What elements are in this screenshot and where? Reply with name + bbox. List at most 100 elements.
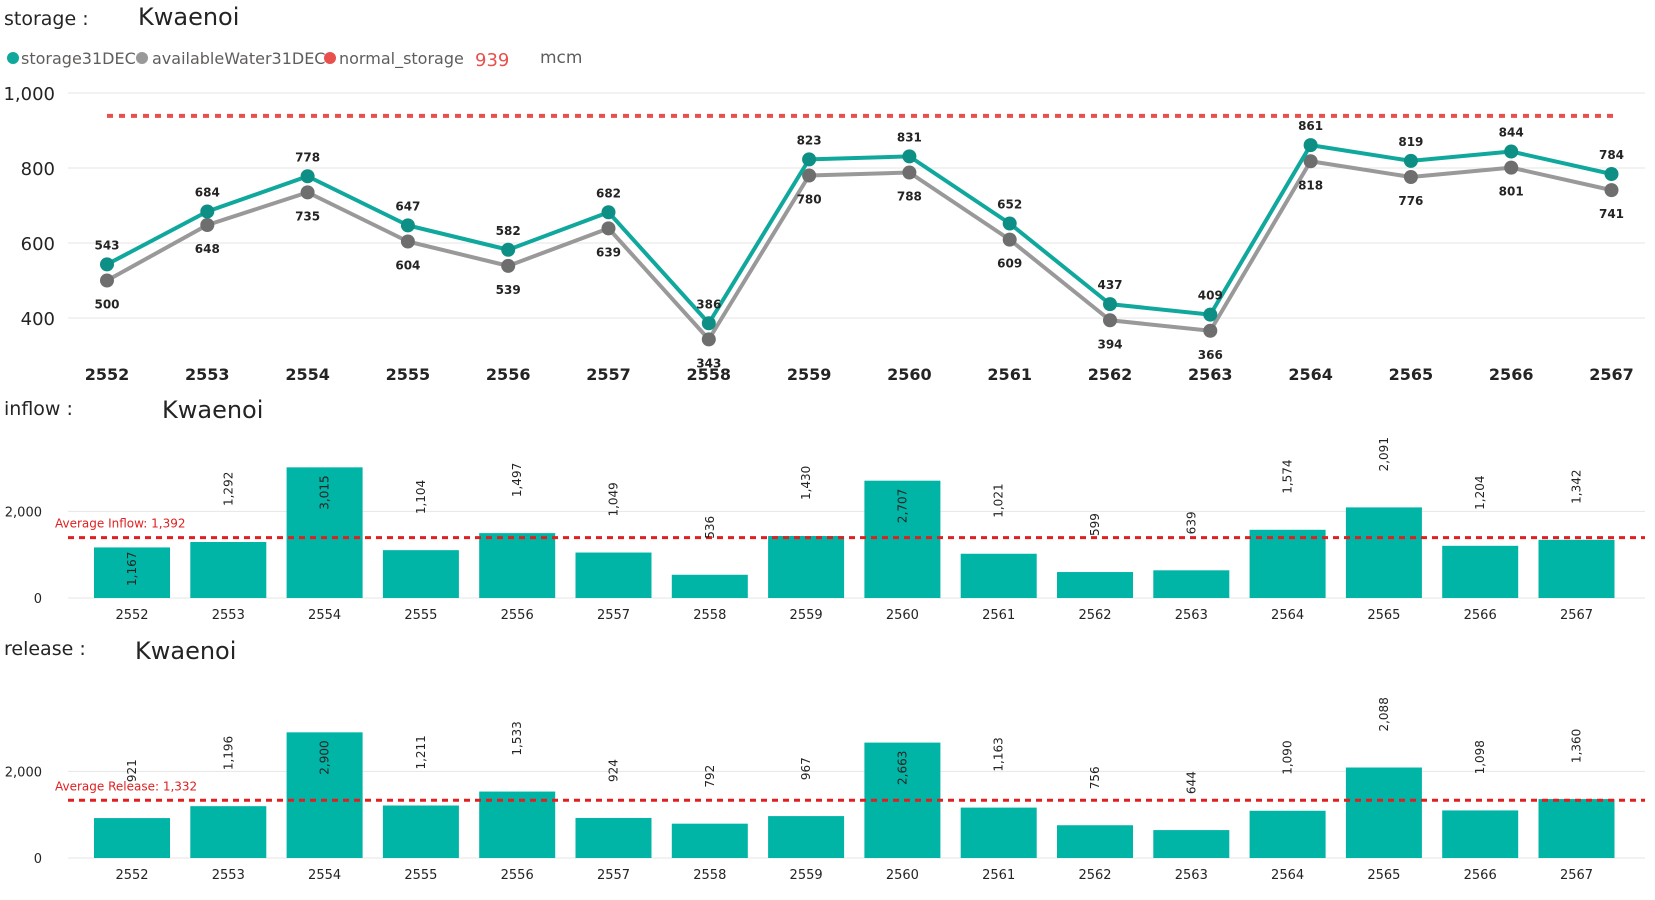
- release-data-label: 2,663: [895, 751, 909, 785]
- available-data-label: 639: [596, 245, 621, 259]
- release-x-tick: 2559: [790, 868, 823, 883]
- storage-point: [902, 149, 917, 164]
- inflow-data-label: 1,021: [992, 483, 1006, 517]
- storage-data-label: 684: [195, 186, 220, 200]
- storage-x-tick: 2553: [185, 365, 230, 384]
- available-point: [100, 273, 114, 288]
- release-x-tick: 2567: [1560, 868, 1593, 883]
- release-bar: [1442, 810, 1519, 858]
- storage-data-label: 647: [395, 199, 420, 213]
- storage-point: [1203, 307, 1218, 322]
- release-data-label: 792: [703, 765, 717, 788]
- inflow-x-tick: 2563: [1175, 608, 1208, 623]
- available-data-label: 780: [797, 193, 822, 207]
- storage-point: [1002, 216, 1017, 231]
- storage-point: [100, 257, 114, 272]
- storage-point: [1604, 167, 1619, 181]
- inflow-x-tick: 2562: [1078, 608, 1111, 623]
- inflow-x-tick: 2560: [886, 608, 919, 623]
- release-bar: [1249, 810, 1326, 858]
- inflow-x-tick: 2564: [1271, 608, 1304, 623]
- storage-x-tick: 2556: [486, 365, 531, 384]
- available-data-label: 801: [1499, 185, 1524, 199]
- release-x-tick: 2552: [115, 868, 148, 883]
- available-point: [1203, 323, 1218, 338]
- storage-data-label: 682: [596, 186, 621, 200]
- available-data-label: 788: [897, 190, 922, 204]
- inflow-bar: [768, 536, 845, 598]
- storage-x-tick: 2560: [887, 365, 932, 384]
- release-bar: [190, 806, 267, 858]
- normal-storage-value: 939: [475, 50, 509, 71]
- available-line: [106, 159, 1612, 342]
- legend-marker-available: [136, 52, 148, 64]
- storage-x-tick: 2563: [1188, 365, 1233, 384]
- storage-x-tick: 2558: [687, 365, 732, 384]
- inflow-data-label: 2,707: [895, 489, 909, 523]
- release-bar: [1538, 799, 1615, 858]
- release-x-tick: 2553: [212, 868, 245, 883]
- release-average-label: Average Release: 1,332: [55, 779, 197, 793]
- release-bar: [382, 805, 459, 858]
- inflow-x-tick: 2561: [982, 608, 1015, 623]
- inflow-bar: [1538, 539, 1615, 598]
- storage-point: [601, 205, 616, 220]
- storage-panel-name: Kwaenoi: [138, 3, 239, 31]
- inflow-bar-chart: 0 2,000 Average Inflow: 1,392 1,167 1,292 3,0…: [5, 437, 1645, 623]
- inflow-panel-label: inflow :: [4, 398, 73, 420]
- inflow-bar: [671, 574, 748, 598]
- available-point: [601, 221, 616, 236]
- release-y-tick: 2,000: [5, 765, 42, 780]
- storage-data-label: 819: [1398, 135, 1423, 149]
- inflow-bar: [1057, 572, 1133, 598]
- inflow-data-label: 2,091: [1377, 437, 1391, 471]
- inflow-x-tick: 2552: [115, 608, 148, 623]
- storage-panel-label: storage :: [4, 8, 89, 30]
- inflow-bar: [382, 550, 459, 598]
- inflow-bar: [575, 552, 652, 598]
- storage-data-label: 582: [496, 224, 521, 238]
- release-x-tick: 2566: [1464, 868, 1497, 883]
- inflow-data-label: 1,167: [125, 552, 139, 586]
- storage-line: [106, 143, 1612, 326]
- release-panel-label: release :: [4, 638, 86, 660]
- available-point: [300, 185, 315, 200]
- inflow-bar: [479, 533, 556, 598]
- available-point: [1002, 232, 1017, 247]
- release-y-tick: 0: [34, 852, 42, 867]
- inflow-x-tick: 2567: [1560, 608, 1593, 623]
- release-data-label: 2,900: [318, 740, 332, 774]
- available-data-label: 366: [1198, 348, 1223, 362]
- available-point: [701, 332, 716, 347]
- storage-point: [300, 169, 315, 184]
- available-data-label: 539: [496, 283, 521, 297]
- storage-x-tick: 2557: [586, 365, 631, 384]
- release-x-tick: 2562: [1078, 868, 1111, 883]
- storage-x-tick: 2566: [1489, 365, 1534, 384]
- inflow-data-label: 1,342: [1570, 469, 1584, 503]
- release-data-label: 924: [607, 759, 621, 782]
- inflow-data-label: 1,430: [799, 466, 813, 500]
- inflow-panel-name: Kwaenoi: [162, 396, 263, 424]
- inflow-x-tick: 2557: [597, 608, 630, 623]
- storage-data-label: 652: [997, 198, 1022, 212]
- available-data-label: 343: [696, 356, 721, 370]
- storage-data-label: 437: [1097, 278, 1122, 292]
- release-bar: [1057, 825, 1133, 858]
- release-data-label: 1,090: [1281, 740, 1295, 774]
- storage-data-label: 386: [696, 297, 721, 311]
- available-data-label: 735: [295, 209, 320, 223]
- storage-y-tick: 800: [21, 159, 55, 180]
- inflow-data-label: 1,049: [607, 482, 621, 516]
- available-data-label: 648: [195, 242, 220, 256]
- storage-data-label: 784: [1599, 148, 1624, 162]
- release-data-label: 921: [125, 759, 139, 782]
- storage-x-tick: 2567: [1589, 365, 1634, 384]
- release-bar: [94, 818, 170, 858]
- inflow-data-label: 1,292: [221, 472, 235, 506]
- storage-y-tick: 1,000: [3, 84, 55, 105]
- storage-x-tick: 2554: [285, 365, 330, 384]
- storage-line-chart: 400 600 800 1,000 2552 2553 2554 2555 2556 2557 25…: [3, 84, 1645, 384]
- inflow-bar: [1249, 529, 1326, 598]
